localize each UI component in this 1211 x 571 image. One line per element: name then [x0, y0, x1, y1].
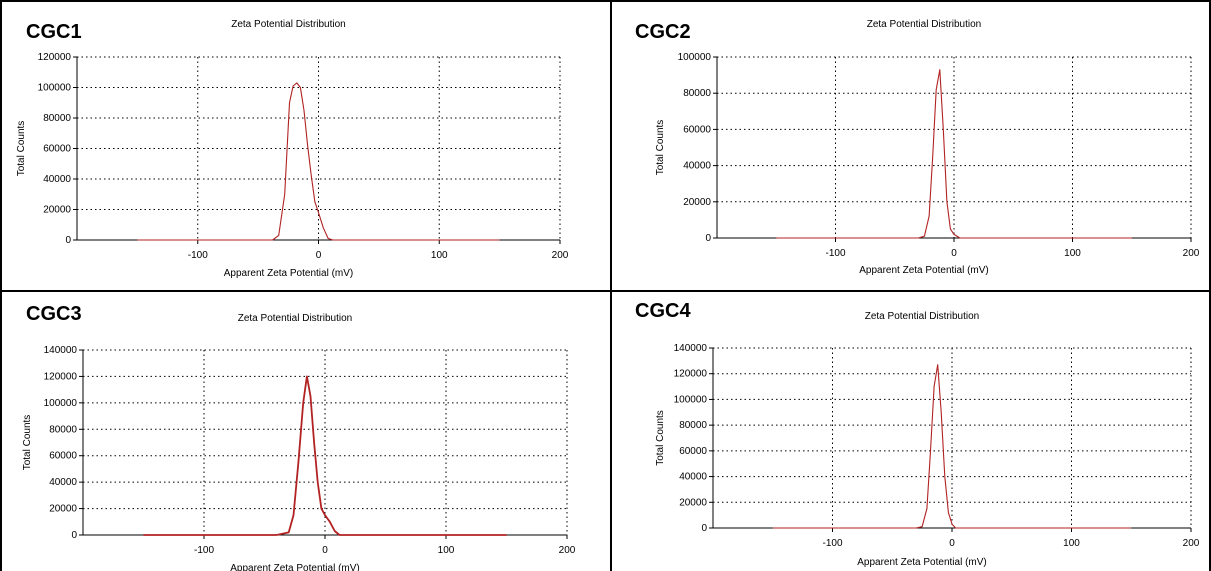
y-tick-label: 20000 [43, 205, 71, 216]
x-tick-label: 100 [1063, 538, 1080, 549]
y-tick-label: 40000 [683, 161, 711, 172]
chart-svg: CGC3 Zeta Potential Distribution 0 20000 400… [22, 303, 576, 571]
x-axis-label: Apparent Zeta Potential (mV) [859, 265, 989, 276]
panel-divider-vertical [610, 0, 612, 571]
x-tick-label: 200 [1183, 538, 1200, 549]
chart-svg: CGC4 Zeta Potential Distribution 0 20000 400… [635, 300, 1200, 568]
chart-panel-cgc4: CGC4 Zeta Potential Distribution 0 20000 400… [611, 291, 1211, 571]
y-tick-label: 40000 [679, 472, 707, 483]
outer-border-right [1209, 0, 1211, 571]
x-tick-label: 100 [431, 250, 448, 261]
chart-panel-cgc1: CGC1 Zeta Potential Distribution 0 20000 400… [0, 0, 611, 291]
y-tick-label: 120000 [44, 371, 78, 382]
y-tick-label: 80000 [49, 424, 77, 435]
y-tick-label: 120000 [38, 52, 72, 63]
chart-svg: CGC1 Zeta Potential Distribution 0 20000 400… [16, 19, 569, 279]
y-tick-label: 40000 [43, 174, 71, 185]
y-tick-label: 140000 [674, 343, 708, 354]
y-tick-label: 80000 [679, 420, 707, 431]
y-tick-label: 100000 [678, 52, 712, 63]
x-tick-label: 0 [949, 538, 955, 549]
x-tick-label: 100 [438, 545, 455, 556]
outer-border-top [0, 0, 1211, 2]
y-axis-label: Total Counts [22, 415, 33, 471]
y-tick-label: 60000 [679, 446, 707, 457]
y-tick-label: 100000 [674, 394, 708, 405]
y-tick-label: 0 [71, 530, 77, 541]
y-tick-label: 40000 [49, 477, 77, 488]
chart-panel-cgc3: CGC3 Zeta Potential Distribution 0 20000 400… [0, 291, 611, 571]
chart-title: Zeta Potential Distribution [238, 313, 353, 324]
panel-label: CGC2 [635, 21, 691, 43]
y-axis-label: Total Counts [655, 410, 666, 466]
panel-divider-horizontal [0, 290, 1211, 292]
series-line [776, 69, 1132, 239]
series-line [137, 82, 500, 241]
x-axis-label: Apparent Zeta Potential (mV) [230, 563, 360, 571]
x-tick-label: 0 [951, 248, 957, 259]
chart-title: Zeta Potential Distribution [867, 19, 982, 30]
y-tick-label: 100000 [44, 398, 78, 409]
y-axis-label: Total Counts [655, 120, 666, 176]
chart-svg: CGC2 Zeta Potential Distribution 0 20000 400… [635, 19, 1200, 276]
y-tick-label: 20000 [679, 497, 707, 508]
chart-title: Zeta Potential Distribution [231, 19, 346, 30]
x-tick-label: 200 [559, 545, 576, 556]
y-tick-label: 0 [65, 235, 71, 246]
y-tick-label: 80000 [683, 88, 711, 99]
y-tick-label: 20000 [683, 197, 711, 208]
x-tick-label: -100 [822, 538, 842, 549]
y-tick-label: 0 [705, 233, 711, 244]
y-tick-label: 60000 [43, 144, 71, 155]
y-tick-label: 0 [701, 523, 707, 534]
y-tick-label: 120000 [674, 369, 708, 380]
chart-panel-cgc2: CGC2 Zeta Potential Distribution 0 20000 400… [611, 0, 1211, 291]
panel-label: CGC1 [26, 21, 82, 43]
x-tick-label: 0 [316, 250, 322, 261]
y-axis-label: Total Counts [16, 121, 27, 177]
series-line [143, 375, 507, 536]
y-tick-label: 60000 [49, 451, 77, 462]
x-axis-label: Apparent Zeta Potential (mV) [224, 268, 354, 279]
y-tick-label: 80000 [43, 113, 71, 124]
y-tick-label: 60000 [683, 124, 711, 135]
x-tick-label: 0 [322, 545, 328, 556]
x-tick-label: 200 [552, 250, 569, 261]
x-tick-label: -100 [188, 250, 208, 261]
outer-border-left [0, 0, 2, 571]
panel-label: CGC3 [26, 303, 82, 325]
y-tick-label: 20000 [49, 504, 77, 515]
x-tick-label: 200 [1183, 248, 1200, 259]
x-tick-label: -100 [825, 248, 845, 259]
y-tick-label: 140000 [44, 345, 78, 356]
x-axis-label: Apparent Zeta Potential (mV) [857, 557, 987, 568]
chart-title: Zeta Potential Distribution [865, 311, 980, 322]
panel-label: CGC4 [635, 300, 691, 322]
y-tick-label: 100000 [38, 83, 72, 94]
series-line [772, 364, 1132, 529]
x-tick-label: -100 [194, 545, 214, 556]
x-tick-label: 100 [1064, 248, 1081, 259]
